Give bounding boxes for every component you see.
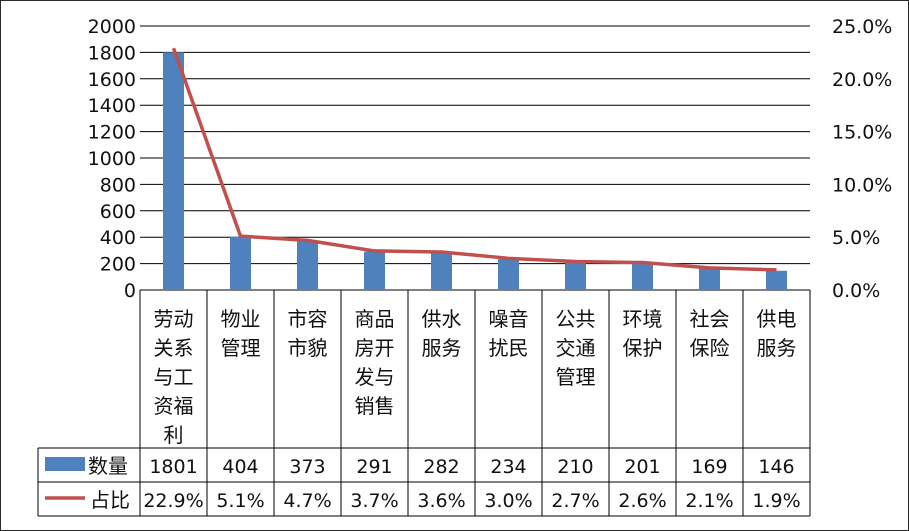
category-label: 供水 xyxy=(422,307,462,331)
category-label: 管理 xyxy=(556,365,596,389)
bar-data-label: 210 xyxy=(557,456,593,478)
y-right-tick-label: 15.0% xyxy=(832,122,892,144)
category-label: 利 xyxy=(164,423,184,447)
y-right-tick-label: 0.0% xyxy=(832,280,880,302)
y-left-tick-label: 1800 xyxy=(88,42,136,64)
bar-data-label: 146 xyxy=(758,456,794,478)
bar-data-label: 282 xyxy=(423,456,459,478)
y-left-tick-label: 200 xyxy=(100,254,136,276)
bar-data-label: 169 xyxy=(691,456,727,478)
bar-data-label: 1801 xyxy=(149,456,197,478)
share-line xyxy=(171,47,777,272)
category-label: 服务 xyxy=(422,336,462,360)
y-left-tick-label: 1600 xyxy=(88,69,136,91)
category-label: 市容 xyxy=(288,307,328,331)
bar xyxy=(230,236,251,290)
y-left-tick-label: 1200 xyxy=(88,122,136,144)
line-data-label: 3.7% xyxy=(350,490,398,512)
line-data-label: 4.7% xyxy=(283,490,331,512)
bar xyxy=(431,252,452,290)
line-data-label: 3.0% xyxy=(484,490,532,512)
category-label: 环境 xyxy=(623,307,663,331)
category-label: 市貌 xyxy=(288,336,328,360)
line-data-label: 5.1% xyxy=(216,490,264,512)
y-left-tick-label: 800 xyxy=(100,174,136,196)
bar xyxy=(498,259,519,290)
bar xyxy=(632,263,653,290)
bar xyxy=(699,267,720,290)
category-label: 房开 xyxy=(355,336,395,360)
category-label: 资福 xyxy=(154,394,194,418)
y-left-tick-label: 600 xyxy=(100,201,136,223)
y-right-tick-label: 10.0% xyxy=(832,174,892,196)
line-data-label: 22.9% xyxy=(143,490,203,512)
y-left-tick-label: 400 xyxy=(100,227,136,249)
category-label: 商品 xyxy=(355,307,395,331)
category-label: 保护 xyxy=(623,336,663,360)
category-label: 公共 xyxy=(556,307,596,331)
bar-data-label: 291 xyxy=(356,456,392,478)
bar xyxy=(163,52,184,290)
y-left-tick-label: 2000 xyxy=(88,16,136,38)
y-left-tick-label: 1000 xyxy=(88,148,136,170)
legend-label: 占比 xyxy=(90,488,130,512)
category-label: 关系 xyxy=(154,336,194,360)
y-right-tick-label: 25.0% xyxy=(832,16,892,38)
category-label: 管理 xyxy=(221,336,261,360)
category-label: 销售 xyxy=(355,394,395,418)
category-label: 劳动 xyxy=(154,307,194,331)
y-right-tick-label: 20.0% xyxy=(832,69,892,91)
y-right-tick-label: 5.0% xyxy=(832,227,880,249)
bar-data-label: 201 xyxy=(624,456,660,478)
category-label: 物业 xyxy=(221,307,261,331)
legend-label: 数量 xyxy=(88,454,128,478)
y-left-tick-label: 1400 xyxy=(88,95,136,117)
category-label: 社会 xyxy=(690,307,730,331)
bar xyxy=(565,262,586,290)
category-label: 交通 xyxy=(556,336,596,360)
category-label: 保险 xyxy=(690,336,730,360)
bar xyxy=(364,251,385,290)
category-label: 扰民 xyxy=(489,336,529,360)
category-label: 噪音 xyxy=(489,307,529,331)
bar xyxy=(297,240,318,290)
category-label: 供电 xyxy=(757,307,797,331)
line-data-label: 2.7% xyxy=(551,490,599,512)
line-data-label: 1.9% xyxy=(752,490,800,512)
category-label: 服务 xyxy=(757,336,797,360)
line-data-label: 2.1% xyxy=(685,490,733,512)
bar-data-label: 234 xyxy=(490,456,526,478)
category-label: 与工 xyxy=(154,365,194,389)
category-label: 发与 xyxy=(355,365,395,389)
bar-data-label: 404 xyxy=(222,456,258,478)
line-data-label: 2.6% xyxy=(618,490,666,512)
bar-data-label: 373 xyxy=(289,456,325,478)
legend-key-bar xyxy=(45,457,85,471)
line-data-label: 3.6% xyxy=(417,490,465,512)
y-left-tick-label: 0 xyxy=(124,280,136,302)
bar xyxy=(766,270,787,290)
